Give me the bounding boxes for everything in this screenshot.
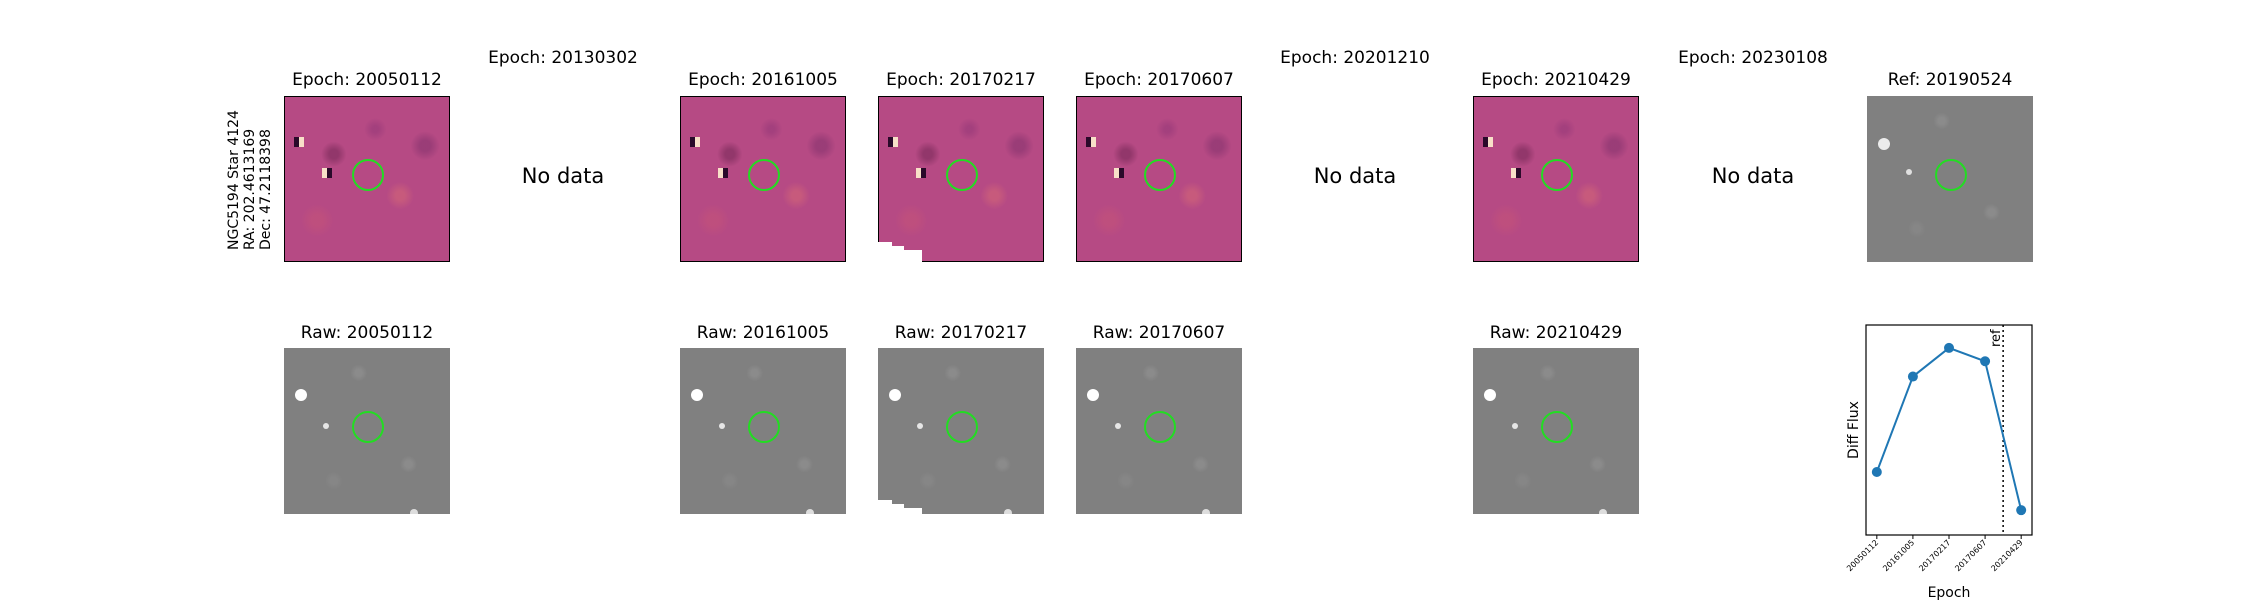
diff-image [1076,96,1242,262]
dipole-bright [1119,168,1124,178]
x-tick-label: 20170607 [1953,538,1988,573]
aperture-circle [748,411,780,443]
dipole-bright [893,137,898,147]
ref-image [1867,96,2033,262]
ref-line-label: ref [1989,329,2004,347]
epoch-title: Epoch: 20201210 [1280,48,1430,68]
epoch-title: Epoch: 20170217 [886,70,1036,90]
data-point [2016,505,2027,516]
dipole-bright [1091,137,1096,147]
star-blob [719,423,725,429]
epoch-title: Epoch: 20161005 [688,70,838,90]
masked-edge [878,242,922,262]
aperture-circle [352,411,384,443]
aperture-circle [946,411,978,443]
epoch-title: Epoch: 20050112 [292,70,442,90]
x-tick-label: 20170217 [1917,538,1952,573]
raw-title: Raw: 20170607 [1092,323,1226,343]
dipole-bright [299,137,304,147]
dipole-dark [690,137,695,147]
aperture-circle [1541,411,1573,443]
dipole-bright [695,137,700,147]
no-data-label: No data [1711,164,1795,188]
star-blob [410,509,418,514]
aperture-circle [946,159,978,191]
dipole-dark [322,168,327,178]
star-blob [1512,423,1518,429]
epoch-title: Epoch: 20170607 [1084,70,1234,90]
aperture-circle [1935,159,1967,191]
data-point [1980,356,1991,367]
aperture-circle [1144,411,1176,443]
dipole-dark [1483,137,1488,147]
star-blob [1599,509,1607,514]
star-blob [917,423,923,429]
row-label-line: RA: 202.4613169 [242,128,258,250]
diff-image [878,96,1044,262]
masked-edge [878,500,922,514]
star-blob [1202,509,1210,514]
epoch-title: Epoch: 20210429 [1481,70,1631,90]
raw-title: Raw: 20161005 [696,323,830,343]
axes-frame [1865,324,2033,536]
dipole-dark [1086,137,1091,147]
epoch-title: Epoch: 20130302 [488,48,638,68]
x-tick-label: 20210429 [1989,538,2024,573]
raw-image [1076,348,1242,514]
row-label: NGC5194 Star 4124 RA: 202.4613169 Dec: 4… [226,110,274,250]
raw-image [878,348,1044,514]
series-line [1875,346,2023,511]
data-point [1944,342,1954,353]
aperture-circle [1144,159,1176,191]
ref-title: Ref: 20190524 [1887,70,2013,90]
dipole-dark [1511,168,1516,178]
star-blob [323,423,329,429]
dipole-bright [723,168,728,178]
dipole-dark [1114,168,1119,178]
row-label-line: Dec: 47.2118398 [258,129,274,250]
star-blob [1115,423,1121,429]
dipole-bright [1488,137,1493,147]
no-data-label: No data [1313,164,1397,188]
aperture-circle [1541,159,1573,191]
x-tick-label: 20050112 [1845,538,1880,573]
raw-title: Raw: 20170217 [894,323,1028,343]
dipole-dark [718,168,723,178]
star-blob [1004,509,1012,514]
raw-image [1473,348,1639,514]
raw-title: Raw: 20210429 [1489,323,1623,343]
no-data-label: No data [521,164,605,188]
star-blob [691,389,703,401]
raw-image [680,348,846,514]
dipole-bright [921,168,926,178]
star-blob [806,509,814,514]
raw-title: Raw: 20050112 [300,323,434,343]
x-tick-label: 20161005 [1881,538,1916,573]
diff-image [1473,96,1639,262]
x-axis-label: Epoch [1928,585,1971,600]
data-point [1871,467,1882,477]
aperture-circle [748,159,780,191]
aperture-circle [352,159,384,191]
star-blob [1087,389,1099,401]
dipole-dark [294,137,299,147]
epoch-title: Epoch: 20230108 [1678,48,1828,68]
ref-star-bright [1878,138,1890,150]
y-axis-label: Diff Flux [1846,401,1862,459]
dipole-bright [1516,168,1521,178]
row-label-line: NGC5194 Star 4124 [226,110,242,250]
ref-star [1906,169,1912,175]
light-curve-chart: ref 20050112 20161005 20170217 20170607 20210… [1845,324,2033,600]
dipole-dark [888,137,893,147]
dipole-bright [327,168,332,178]
star-blob [1484,389,1496,401]
diff-image [284,96,450,262]
diff-image [680,96,846,262]
raw-image [284,348,450,514]
star-blob [889,389,901,401]
dipole-dark [916,168,921,178]
data-point [1907,371,1918,382]
star-blob [295,389,307,401]
